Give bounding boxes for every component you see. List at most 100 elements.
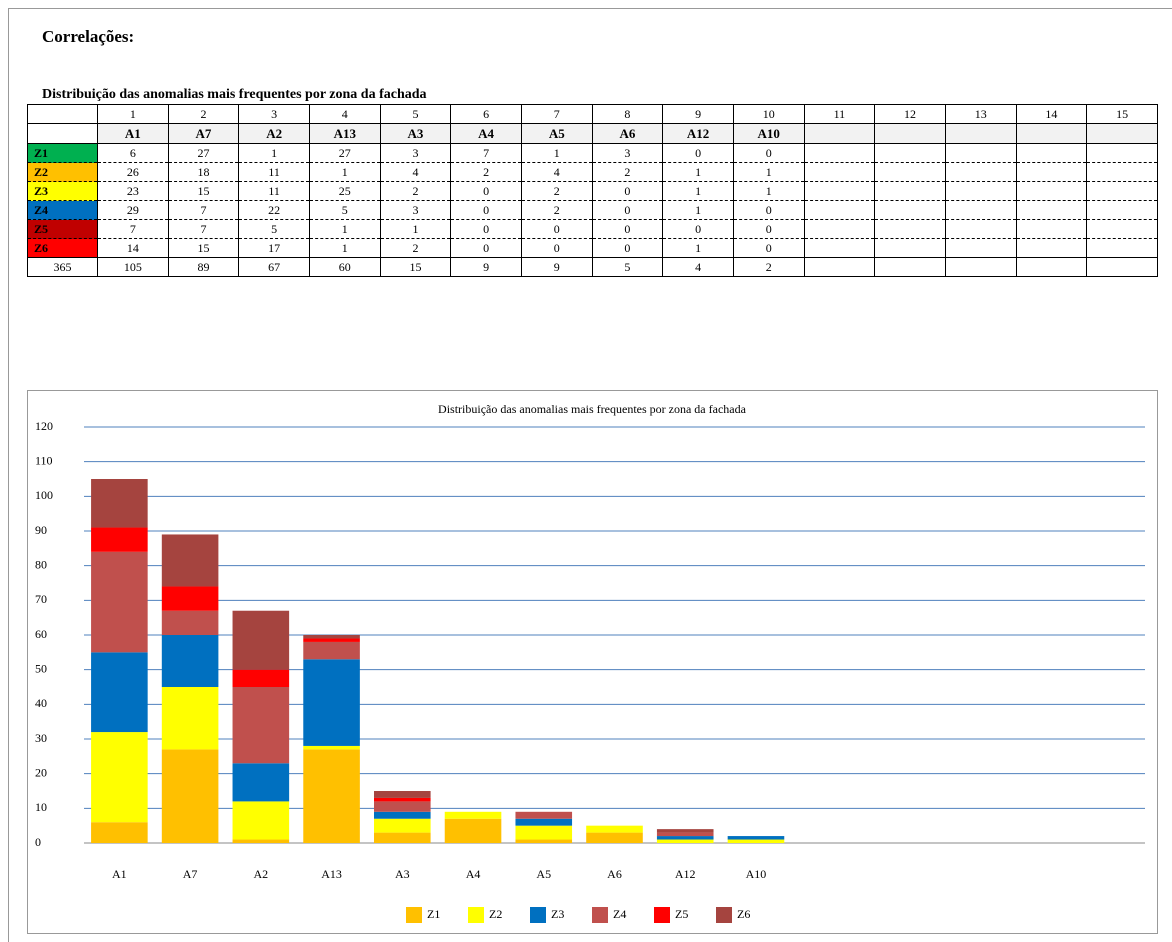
table-title: Distribuição das anomalias mais frequent… — [42, 87, 427, 102]
x-tick-label: A10 — [746, 867, 767, 881]
count-cell: 11 — [238, 162, 310, 182]
y-tick-label: 20 — [35, 765, 47, 779]
anomaly-code — [1086, 123, 1158, 144]
x-tick-label: A3 — [395, 867, 410, 881]
count-cell: 1 — [732, 162, 805, 182]
column-number: 7 — [520, 104, 593, 124]
bar-segment — [91, 732, 148, 823]
y-tick-label: 100 — [35, 488, 53, 502]
x-tick-label: A7 — [183, 867, 198, 881]
column-number: 5 — [379, 104, 452, 124]
grand-total: 365 — [27, 257, 98, 277]
count-cell: 7 — [167, 219, 240, 239]
count-cell: 29 — [97, 200, 169, 220]
count-cell — [944, 219, 1017, 239]
column-number: 10 — [732, 104, 805, 124]
bar-segment — [232, 610, 290, 670]
count-cell: 4 — [379, 162, 452, 182]
bar-segment — [161, 534, 219, 587]
count-cell: 1 — [379, 219, 452, 239]
column-number: 4 — [308, 104, 381, 124]
column-number: 15 — [1086, 104, 1158, 124]
count-cell: 0 — [591, 200, 664, 220]
bar-segment — [232, 801, 290, 840]
total-cell: 9 — [520, 257, 593, 277]
anomaly-code — [874, 123, 946, 144]
count-cell — [1015, 238, 1088, 258]
count-cell: 4 — [520, 162, 593, 182]
count-cell — [874, 219, 946, 239]
y-tick-label: 80 — [35, 557, 47, 571]
count-cell: 7 — [97, 219, 169, 239]
x-tick-label: A13 — [321, 867, 342, 881]
count-cell — [944, 238, 1017, 258]
zone-label: Z4 — [27, 200, 98, 220]
total-cell: 67 — [238, 257, 310, 277]
total-cell — [944, 257, 1017, 277]
count-cell: 1 — [732, 181, 805, 201]
count-cell — [944, 162, 1017, 182]
zone-row: Z2 26 18 11 1 4 2 4 2 1 1 — [27, 162, 1158, 182]
x-tick-label: A12 — [675, 867, 696, 881]
count-cell: 1 — [662, 200, 734, 220]
legend-label: Z3 — [551, 907, 564, 921]
anomaly-code — [1015, 123, 1088, 144]
count-cell — [1086, 238, 1158, 258]
count-cell — [1086, 219, 1158, 239]
column-number: 9 — [662, 104, 734, 124]
bar-segment — [374, 832, 431, 843]
count-cell — [944, 143, 1017, 163]
bar-segment — [374, 791, 431, 798]
column-number: 14 — [1015, 104, 1088, 124]
y-tick-label: 10 — [35, 800, 47, 814]
count-cell — [1086, 143, 1158, 163]
bar-segment — [232, 839, 290, 843]
legend-swatch — [592, 907, 608, 923]
bar-segment — [303, 638, 360, 642]
count-cell: 7 — [167, 200, 240, 220]
cell — [27, 104, 98, 124]
legend-swatch — [468, 907, 484, 923]
column-number: 1 — [97, 104, 169, 124]
count-cell — [803, 181, 876, 201]
count-cell — [944, 200, 1017, 220]
count-cell: 5 — [308, 200, 381, 220]
count-cell — [1015, 219, 1088, 239]
bar-segment — [161, 749, 219, 843]
total-cell: 60 — [308, 257, 381, 277]
y-tick-label: 50 — [35, 661, 47, 675]
bar-segment — [91, 527, 148, 552]
count-cell: 26 — [97, 162, 169, 182]
bar-segment — [444, 811, 502, 819]
zone-row: Z5 7 7 5 1 1 0 0 0 0 0 — [27, 219, 1158, 239]
count-cell — [1015, 162, 1088, 182]
legend-swatch — [406, 907, 422, 923]
count-cell: 18 — [167, 162, 240, 182]
count-cell: 1 — [308, 219, 381, 239]
count-cell: 1 — [662, 181, 734, 201]
y-tick-label: 0 — [35, 835, 41, 849]
bar-segment — [586, 832, 643, 843]
count-cell — [803, 143, 876, 163]
count-cell: 14 — [97, 238, 169, 258]
count-cell: 7 — [450, 143, 522, 163]
legend-swatch — [716, 907, 732, 923]
count-cell — [874, 238, 946, 258]
count-cell — [803, 219, 876, 239]
count-cell: 3 — [379, 143, 452, 163]
bar-segment — [91, 652, 148, 733]
count-cell — [1086, 200, 1158, 220]
bar-segment — [91, 822, 148, 843]
count-cell — [1086, 162, 1158, 182]
count-cell: 0 — [732, 200, 805, 220]
count-cell: 17 — [238, 238, 310, 258]
y-tick-label: 90 — [35, 523, 47, 537]
count-cell: 0 — [732, 143, 805, 163]
count-cell: 11 — [238, 181, 310, 201]
count-cell: 2 — [379, 238, 452, 258]
legend-swatch — [530, 907, 546, 923]
zone-label: Z1 — [27, 143, 98, 163]
y-tick-label: 70 — [35, 592, 47, 606]
count-cell: 0 — [662, 143, 734, 163]
count-cell: 2 — [520, 200, 593, 220]
